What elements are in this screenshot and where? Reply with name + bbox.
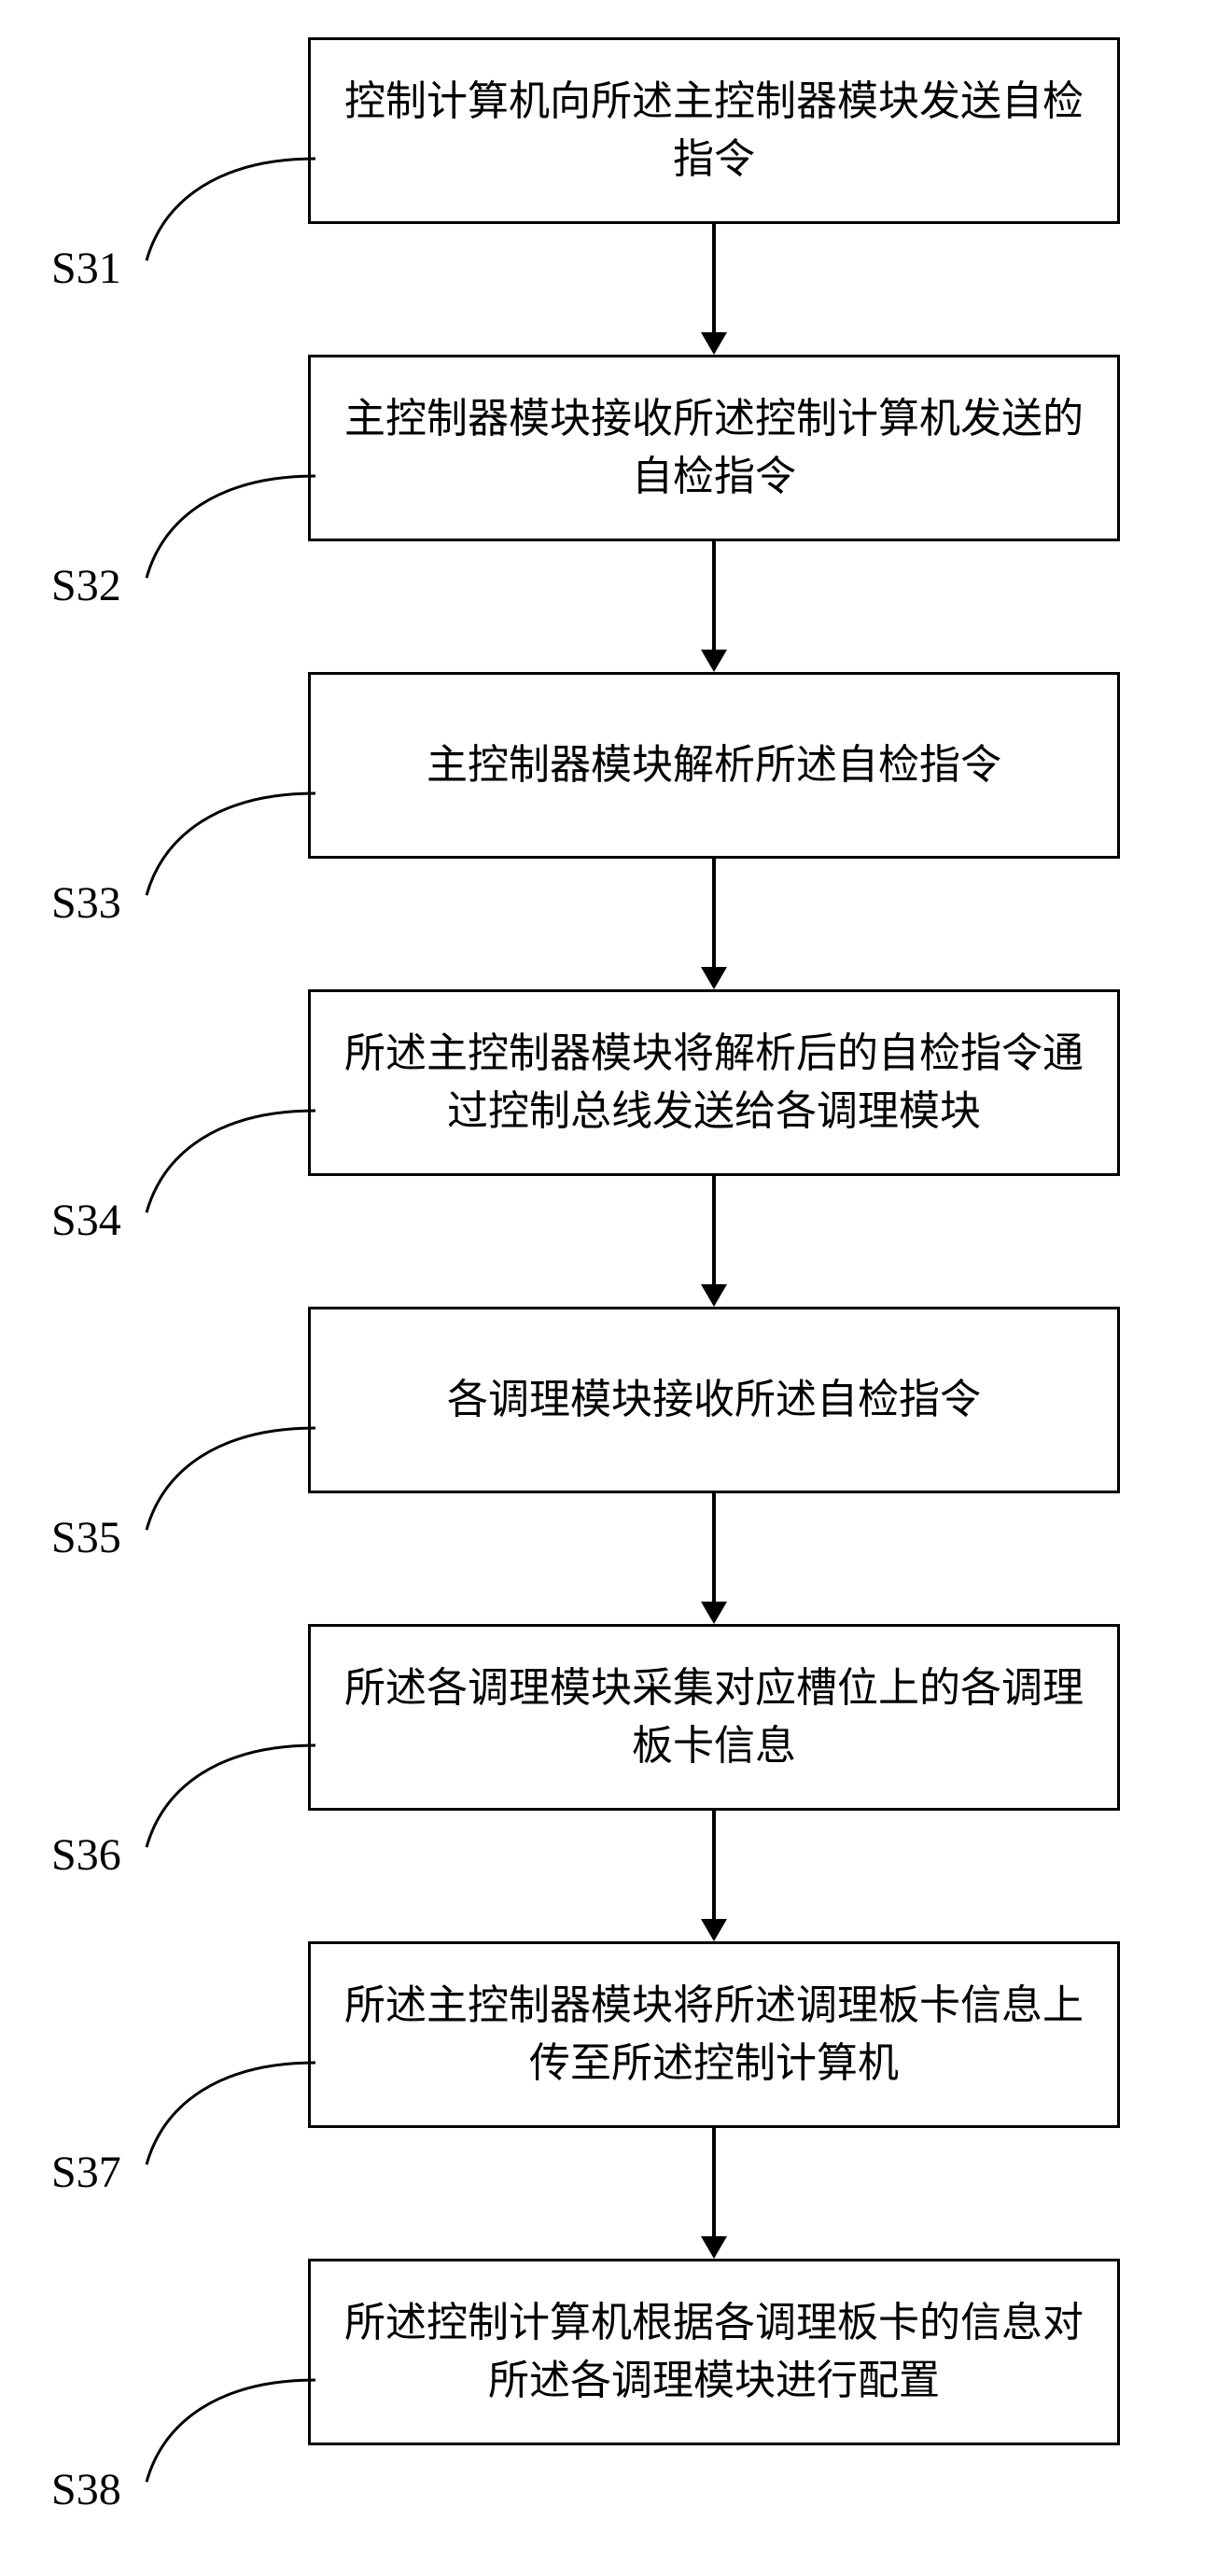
- step-text-S34: 所述主控制器模块将解析后的自检指令通过控制总线发送给各调理模块: [339, 1025, 1089, 1140]
- arrow-head-3: [701, 967, 727, 989]
- flowchart-container: 控制计算机向所述主控制器模块发送自检指令 S31 主控制器模块接收所述控制计算机发送…: [0, 0, 1231, 2576]
- arrow-line-3: [712, 859, 716, 967]
- step-box-S36: 所述各调理模块采集对应槽位上的各调理板卡信息: [308, 1624, 1120, 1811]
- arrow-line-1: [712, 224, 716, 332]
- step-text-S35: 各调理模块接收所述自检指令: [447, 1371, 981, 1429]
- step-box-S33: 主控制器模块解析所述自检指令: [308, 672, 1120, 859]
- arrow-head-1: [701, 332, 727, 355]
- arrow-line-4: [712, 1176, 716, 1284]
- step-label-S32: S32: [51, 560, 121, 611]
- arrow-head-5: [701, 1602, 727, 1624]
- arrow-head-6: [701, 1919, 727, 1941]
- label-connector-S32: [145, 467, 317, 587]
- arrow-head-7: [701, 2236, 727, 2259]
- label-connector-S37: [145, 2053, 317, 2174]
- step-label-S36: S36: [51, 1829, 121, 1881]
- step-label-S31: S31: [51, 243, 121, 294]
- label-connector-S31: [145, 149, 317, 270]
- step-box-S35: 各调理模块接收所述自检指令: [308, 1307, 1120, 1493]
- step-label-S37: S37: [51, 2147, 121, 2198]
- arrow-line-2: [712, 541, 716, 650]
- arrow-head-4: [701, 1284, 727, 1307]
- arrow-head-2: [701, 650, 727, 672]
- step-box-S38: 所述控制计算机根据各调理板卡的信息对所述各调理模块进行配置: [308, 2259, 1120, 2445]
- step-text-S32: 主控制器模块接收所述控制计算机发送的自检指令: [339, 390, 1089, 505]
- arrow-line-7: [712, 2128, 716, 2236]
- label-connector-S35: [145, 1419, 317, 1539]
- step-box-S37: 所述主控制器模块将所述调理板卡信息上传至所述控制计算机: [308, 1941, 1120, 2128]
- step-label-S35: S35: [51, 1512, 121, 1563]
- step-box-S32: 主控制器模块接收所述控制计算机发送的自检指令: [308, 355, 1120, 541]
- step-text-S33: 主控制器模块解析所述自检指令: [427, 736, 1001, 794]
- step-box-S31: 控制计算机向所述主控制器模块发送自检指令: [308, 37, 1120, 224]
- label-connector-S36: [145, 1736, 317, 1856]
- label-connector-S33: [145, 784, 317, 904]
- label-connector-S38: [145, 2371, 317, 2491]
- step-label-S33: S33: [51, 877, 121, 929]
- step-text-S36: 所述各调理模块采集对应槽位上的各调理板卡信息: [339, 1659, 1089, 1774]
- step-text-S31: 控制计算机向所述主控制器模块发送自检指令: [339, 73, 1089, 188]
- label-connector-S34: [145, 1101, 317, 1222]
- step-label-S34: S34: [51, 1195, 121, 1246]
- step-text-S37: 所述主控制器模块将所述调理板卡信息上传至所述控制计算机: [339, 1977, 1089, 2092]
- step-text-S38: 所述控制计算机根据各调理板卡的信息对所述各调理模块进行配置: [339, 2294, 1089, 2409]
- arrow-line-6: [712, 1811, 716, 1919]
- arrow-line-5: [712, 1493, 716, 1602]
- step-label-S38: S38: [51, 2464, 121, 2515]
- step-box-S34: 所述主控制器模块将解析后的自检指令通过控制总线发送给各调理模块: [308, 989, 1120, 1176]
